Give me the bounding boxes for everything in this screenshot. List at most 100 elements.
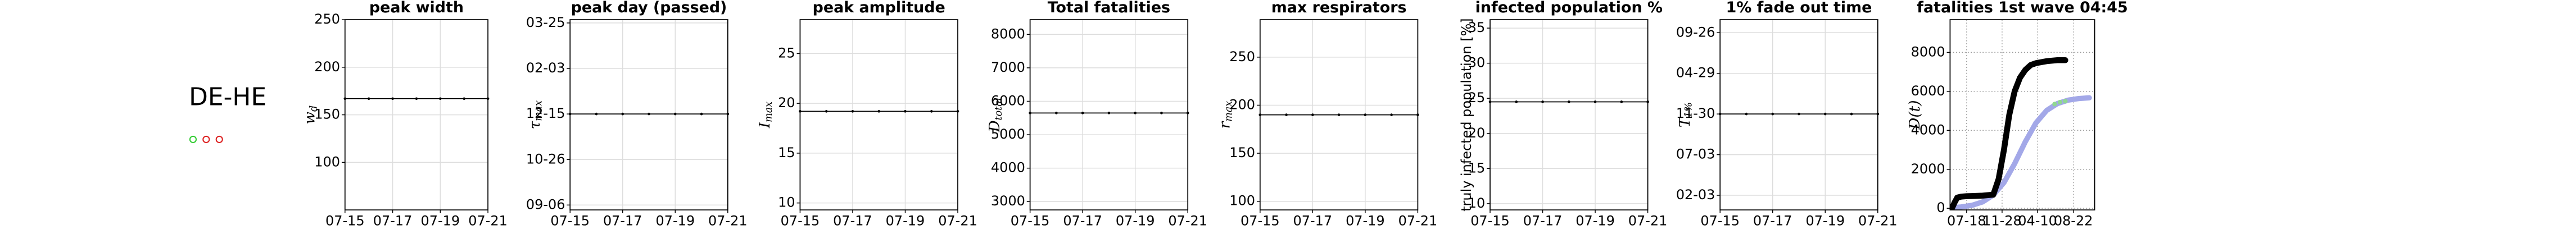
x-tick-label: 07-15 (781, 213, 820, 229)
y-tick-label: 15 (778, 145, 795, 160)
data-point (367, 97, 370, 100)
x-tick-label: 07-17 (1753, 213, 1792, 229)
y-axis-label-sub: d (308, 105, 319, 112)
y-tick-label: 04-29 (1676, 65, 1715, 81)
x-tick-label: 07-19 (655, 213, 695, 229)
panel-title: peak day (passed) (571, 0, 727, 16)
data-point (1745, 112, 1748, 116)
axes-frame (1719, 19, 1878, 210)
x-tick-label: 07-15 (1011, 213, 1050, 229)
data-point (1311, 113, 1314, 116)
y-tick-label: 250 (1229, 49, 1255, 65)
y-tick-label: 20 (778, 95, 795, 111)
data-point (1823, 112, 1827, 116)
y-tick-label: 5000 (991, 126, 1025, 142)
series-line (1950, 57, 2068, 210)
x-tick-label: 04-10 (2018, 213, 2057, 229)
x-tick-label: 07-21 (468, 213, 508, 229)
status-dot (202, 135, 210, 144)
y-tick-label: 07-03 (1676, 146, 1715, 162)
x-tick-label: 07-17 (833, 213, 872, 229)
x-tick-label: 07-17 (603, 213, 642, 229)
panel-title: peak width (369, 0, 464, 16)
data-point (621, 112, 624, 116)
x-tick-label: 07-17 (1523, 213, 1563, 229)
axes-frame (1490, 19, 1649, 210)
panel: peak day (passed) 09-06 10-26 12-15 02-03 03-… (526, 0, 748, 229)
y-tick-label: 02-03 (1676, 187, 1715, 203)
y-tick-label: 4000 (1911, 122, 1945, 137)
data-point (438, 97, 442, 100)
data-point (2063, 99, 2068, 104)
x-tick-label: 07-18 (1947, 213, 1986, 229)
status-dot (189, 135, 197, 144)
y-tick-label: 200 (1229, 97, 1255, 112)
x-tick-label: 07-19 (421, 213, 460, 229)
axes-frame (799, 19, 958, 210)
panel: infected population % 10 15 20 25 30 35 07-15 07… (1459, 0, 1667, 229)
data-point (1567, 100, 1570, 103)
data-point (1515, 100, 1518, 103)
data-point (1390, 113, 1393, 116)
y-tick-label: 100 (314, 154, 340, 169)
data-point (1620, 100, 1623, 103)
y-tick-label: 6000 (991, 93, 1025, 108)
y-tick-label: 02-03 (526, 60, 565, 76)
panel-title: fatalities 1st wave 04:45 (1917, 0, 2127, 16)
panel-title: Total fatalities (1048, 0, 1170, 16)
y-axis-label-sub: max (533, 100, 544, 121)
y-tick-label: 100 (1229, 193, 1255, 209)
panel: peak width 100 150 200 250 07-15 07-17 07-19 07-… (301, 0, 507, 229)
y-tick-label: 200 (314, 59, 340, 75)
y-tick-label: 2000 (1911, 161, 1945, 177)
panel-title: peak amplitude (813, 0, 945, 16)
y-axis-label: Imax (757, 102, 774, 129)
data-point (904, 110, 907, 113)
region-label: DE-HE (189, 82, 266, 111)
x-tick-label: 07-21 (1398, 213, 1438, 229)
data-point (877, 110, 881, 113)
data-point (1337, 113, 1341, 116)
x-tick-label: 07-19 (886, 213, 925, 229)
x-tick-label: 07-17 (1063, 213, 1102, 229)
data-point (415, 97, 418, 100)
y-axis-label-sub: 1% (1683, 102, 1694, 118)
y-tick-label: 3000 (991, 193, 1025, 209)
y-tick-label: 12-15 (526, 105, 565, 121)
data-point (1593, 100, 1597, 103)
data-point (1285, 113, 1288, 116)
y-tick-label: 25 (1468, 90, 1485, 105)
y-axis-label-main: D (986, 120, 1003, 132)
y-axis-label: τmax (527, 100, 544, 130)
data-point (2057, 99, 2063, 105)
y-axis-label-main: I (757, 122, 773, 129)
data-point (673, 112, 677, 116)
y-tick-label: 150 (1229, 145, 1255, 160)
data-point (1081, 111, 1084, 114)
y-tick-label: 7000 (991, 59, 1025, 75)
y-tick-label: 03-25 (526, 15, 565, 30)
axes-frame (1259, 19, 1419, 210)
data-point (2052, 102, 2057, 107)
y-tick-label: 250 (314, 11, 340, 27)
data-point (1107, 111, 1111, 114)
y-axis-label-main: τ (527, 121, 544, 129)
y-tick-label: 4000 (991, 160, 1025, 176)
data-point (1850, 112, 1853, 116)
x-tick-label: 07-21 (1858, 213, 1898, 229)
y-tick-label: 25 (778, 45, 795, 61)
series-line (1950, 95, 2092, 210)
y-axis-label: T1% (1677, 102, 1694, 127)
y-tick-label: 10 (778, 195, 795, 210)
y-tick-label: 8000 (991, 26, 1025, 42)
y-axis-label: Dtotal (986, 98, 1004, 133)
y-tick-label: 0 (1936, 200, 1945, 215)
data-point (1160, 111, 1163, 114)
data-point (700, 112, 703, 116)
x-tick-label: 11-28 (1982, 213, 2022, 229)
y-tick-label: 8000 (1911, 44, 1945, 59)
y-tick-label: 09-26 (1676, 24, 1715, 40)
axes-frame (344, 19, 488, 210)
panel: fatalities 1st wave 04:45 0 2000 4000 6000 80… (1907, 0, 2128, 229)
